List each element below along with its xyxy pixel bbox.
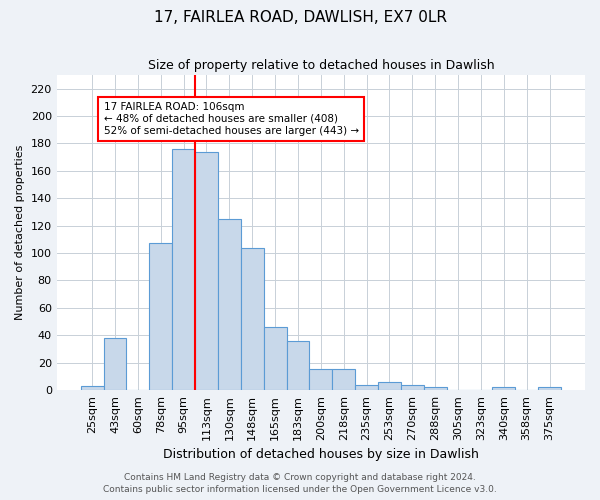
Bar bbox=[241, 248, 263, 390]
Y-axis label: Number of detached properties: Number of detached properties bbox=[15, 145, 25, 320]
Bar bbox=[424, 388, 446, 390]
Bar bbox=[538, 388, 561, 390]
Bar bbox=[80, 386, 104, 390]
Text: Contains HM Land Registry data © Crown copyright and database right 2024.: Contains HM Land Registry data © Crown c… bbox=[124, 474, 476, 482]
Bar bbox=[287, 340, 310, 390]
Bar bbox=[218, 219, 241, 390]
Title: Size of property relative to detached houses in Dawlish: Size of property relative to detached ho… bbox=[148, 60, 494, 72]
Bar bbox=[149, 244, 172, 390]
Bar bbox=[195, 152, 218, 390]
Bar bbox=[310, 370, 332, 390]
Bar bbox=[378, 382, 401, 390]
X-axis label: Distribution of detached houses by size in Dawlish: Distribution of detached houses by size … bbox=[163, 448, 479, 462]
Text: Contains public sector information licensed under the Open Government Licence v3: Contains public sector information licen… bbox=[103, 484, 497, 494]
Bar bbox=[172, 149, 195, 390]
Text: 17, FAIRLEA ROAD, DAWLISH, EX7 0LR: 17, FAIRLEA ROAD, DAWLISH, EX7 0LR bbox=[154, 10, 446, 25]
Text: 17 FAIRLEA ROAD: 106sqm
← 48% of detached houses are smaller (408)
52% of semi-d: 17 FAIRLEA ROAD: 106sqm ← 48% of detache… bbox=[104, 102, 359, 136]
Bar bbox=[332, 370, 355, 390]
Bar bbox=[104, 338, 127, 390]
Bar bbox=[263, 327, 287, 390]
Bar bbox=[493, 388, 515, 390]
Bar bbox=[355, 384, 378, 390]
Bar bbox=[401, 384, 424, 390]
